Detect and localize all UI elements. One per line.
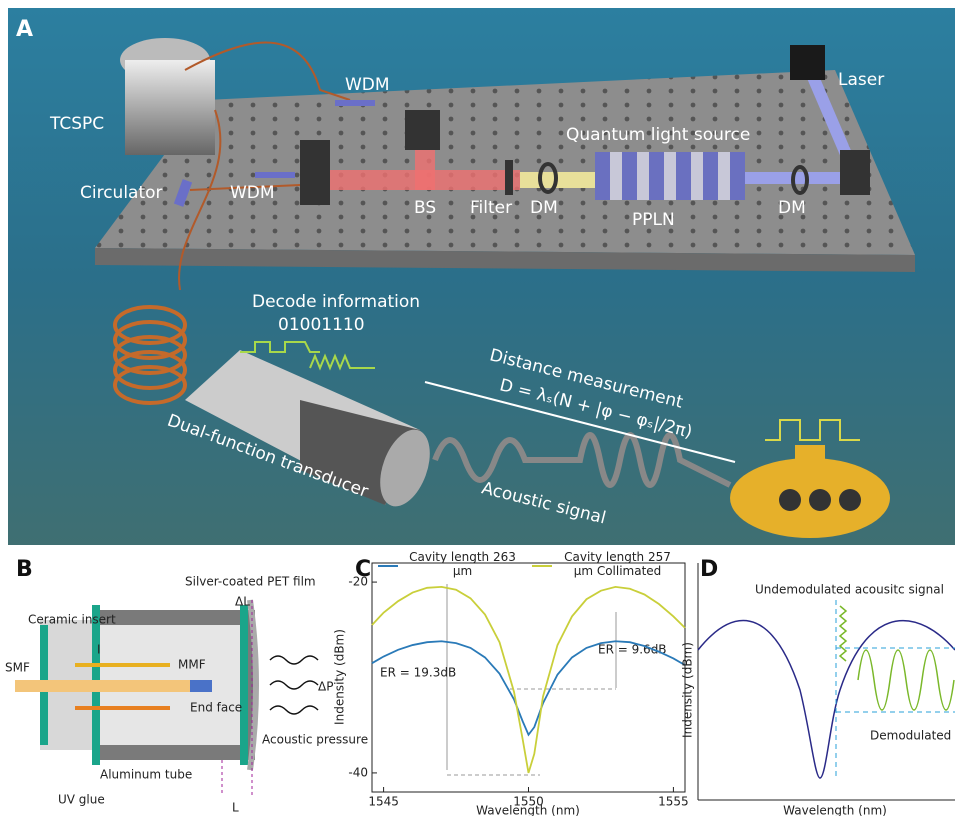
label: L [232,801,239,815]
demodulated-signal [858,650,954,710]
smf [15,680,190,692]
filter [505,160,513,195]
label: Decode information [252,292,420,312]
x-tick-label: 1545 [368,795,399,809]
panel-d: D Indensity (dBm) Wavelength (nm) Undemo… [681,557,955,816]
figure-svg: A TCSPC WDM Circulator WDM BS Filter DM … [0,0,955,816]
panel-letter: B [16,557,33,582]
undemodulated-signal [840,606,846,661]
mirror-mount [405,110,440,150]
porthole [779,489,801,511]
label: Acoustic pressure [262,733,368,747]
legend-entry: Cavity length 257 µm Collimated [555,550,680,578]
label: BS [414,198,436,218]
mmf [190,680,212,692]
label: Ceramic insert [28,613,116,627]
legend-entry: Cavity length 263 µm [400,550,525,578]
label: WDM [345,75,390,95]
label: WDM [230,183,275,203]
label: Demodulated signal [870,729,955,743]
label: DM [530,198,558,218]
panel-letter: D [700,557,718,582]
uv-glue [240,605,248,765]
label: Aluminum tube [100,768,192,782]
label: ΔP [318,680,333,694]
porthole [839,489,861,511]
label: PPLN [632,210,675,230]
porthole [809,489,831,511]
label: Filter [470,198,512,218]
label: Quantum light source [566,125,750,145]
panel-c: C Wavelength (nm) Indensity (dBm) ER = 1… [333,557,689,816]
label: SMF [5,661,30,675]
label: DM [778,198,806,218]
label: 01001110 [278,315,365,335]
tcspc-body [125,60,215,155]
label: TCSPC [49,114,104,134]
label: MMF [178,658,206,672]
x-tick-label: 1550 [513,795,544,809]
pressure-waves [270,656,318,714]
label: Circulator [80,183,163,203]
blue-beam [745,172,855,184]
label: Silver-coated PET film [185,575,316,589]
label: Undemodulated acousitc signal [755,583,944,597]
annotation: ER = 9.6dB [598,643,667,657]
yellow-beam [520,172,600,188]
laser [790,45,825,80]
panel-letter: A [16,17,33,42]
wdm-1 [335,100,375,106]
label: UV glue [58,793,105,807]
panel-a: A TCSPC WDM Circulator WDM BS Filter DM … [8,8,955,545]
series-line [372,587,685,773]
label: I [97,643,101,657]
label: End face [190,701,242,715]
mirror-mount [840,150,870,195]
submarine-tower [795,445,825,470]
annotation: ER = 19.3dB [380,666,456,680]
label: ΔL [235,595,250,609]
x-tick-label: 1555 [658,795,689,809]
panel-b: B Silver-coated PET film ΔL Ceramic inse… [5,557,368,815]
wdm-2 [255,172,295,178]
figure: A TCSPC WDM Circulator WDM BS Filter DM … [0,0,955,816]
label: Laser [838,70,884,90]
y-tick-label: -40 [348,765,368,779]
x-axis-label: Wavelength (nm) [783,804,887,816]
y-axis-label: Indensity (dBm) [681,642,695,738]
spectrum-curve [698,621,955,778]
mirror-mount [300,140,330,205]
y-tick-label: -20 [348,575,368,589]
y-axis-label: Indensity (dBm) [333,629,347,725]
